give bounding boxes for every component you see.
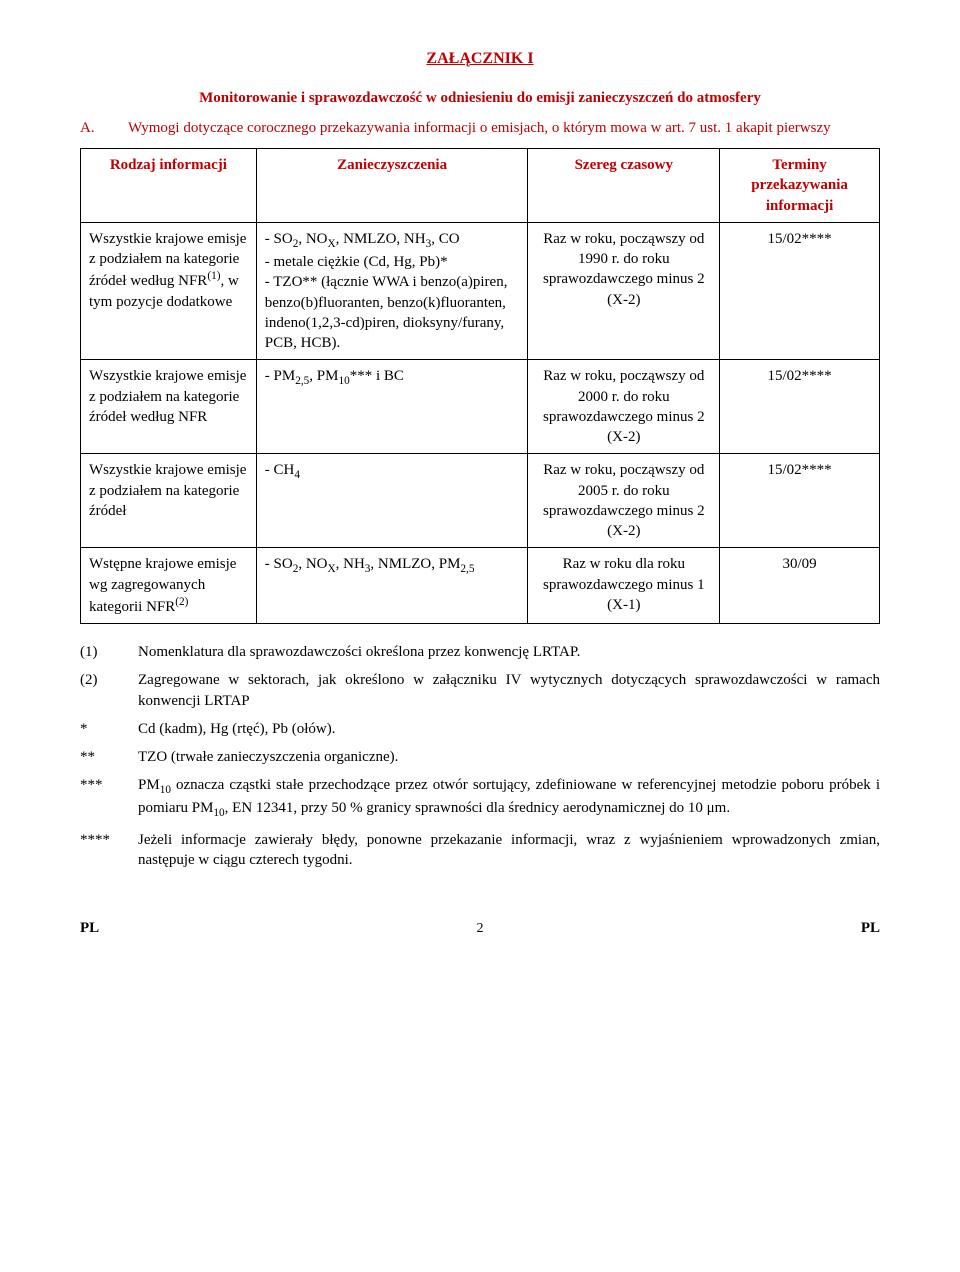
footnote-key: **** <box>80 830 138 871</box>
footer-right: PL <box>861 918 880 938</box>
footnote-key: (1) <box>80 642 138 662</box>
table-row: Wszystkie krajowe emisje z podziałem na … <box>81 454 880 548</box>
footnote-body: Zagregowane w sektorach, jak określono w… <box>138 670 880 711</box>
table-cell: Wszystkie krajowe emisje z podziałem na … <box>81 360 257 454</box>
table-cell: 30/09 <box>720 548 880 624</box>
table-cell: Raz w roku, począwszy od 1990 r. do roku… <box>528 222 720 359</box>
table-cell: Wstępne krajowe emisje wg zagregowanych … <box>81 548 257 624</box>
document-subtitle: Monitorowanie i sprawozdawczość w odnies… <box>120 88 840 108</box>
table-cell: 15/02**** <box>720 222 880 359</box>
table-header: Terminy przekazywania informacji <box>720 149 880 223</box>
table-cell: Raz w roku, począwszy od 2000 r. do roku… <box>528 360 720 454</box>
table-cell: - PM2,5, PM10*** i BC <box>256 360 528 454</box>
table-cell: 15/02**** <box>720 360 880 454</box>
table-cell: 15/02**** <box>720 454 880 548</box>
footnote: **** Jeżeli informacje zawierały błędy, … <box>80 830 880 871</box>
section-text: Wymogi dotyczące corocznego przekazywani… <box>128 118 880 138</box>
section-heading: A. Wymogi dotyczące corocznego przekazyw… <box>80 118 880 138</box>
footnote: ** TZO (trwałe zanieczyszczenia organicz… <box>80 747 880 767</box>
footnote-key: ** <box>80 747 138 767</box>
page-number: 2 <box>477 920 484 939</box>
footnote-body: Nomenklatura dla sprawozdawczości określ… <box>138 642 880 662</box>
table-header: Szereg czasowy <box>528 149 720 223</box>
footnote-key: *** <box>80 775 138 821</box>
footnote: (2) Zagregowane w sektorach, jak określo… <box>80 670 880 711</box>
footnote-key: (2) <box>80 670 138 711</box>
table-cell: - CH4 <box>256 454 528 548</box>
table-cell: Raz w roku dla roku sprawozdawczego minu… <box>528 548 720 624</box>
table-cell: Wszystkie krajowe emisje z podziałem na … <box>81 454 257 548</box>
table-row: Wszystkie krajowe emisje z podziałem na … <box>81 360 880 454</box>
table-cell: Wszystkie krajowe emisje z podziałem na … <box>81 222 257 359</box>
footer-left: PL <box>80 918 99 938</box>
footnote-body: Cd (kadm), Hg (rtęć), Pb (ołów). <box>138 719 880 739</box>
document-title: ZAŁĄCZNIK I <box>80 48 880 70</box>
footnote-body: PM10 oznacza cząstki stałe przechodzące … <box>138 775 880 821</box>
table-cell: Raz w roku, począwszy od 2005 r. do roku… <box>528 454 720 548</box>
footnote-body: TZO (trwałe zanieczyszczenia organiczne)… <box>138 747 880 767</box>
table-cell: - SO2, NOX, NMLZO, NH3, CO- metale ciężk… <box>256 222 528 359</box>
table-header: Zanieczyszczenia <box>256 149 528 223</box>
table-header: Rodzaj informacji <box>81 149 257 223</box>
footnote-key: * <box>80 719 138 739</box>
footnote: (1) Nomenklatura dla sprawozdawczości ok… <box>80 642 880 662</box>
footnotes: (1) Nomenklatura dla sprawozdawczości ok… <box>80 642 880 870</box>
footnote: *** PM10 oznacza cząstki stałe przechodz… <box>80 775 880 821</box>
table-header-row: Rodzaj informacji Zanieczyszczenia Szere… <box>81 149 880 223</box>
footnote: * Cd (kadm), Hg (rtęć), Pb (ołów). <box>80 719 880 739</box>
emissions-table: Rodzaj informacji Zanieczyszczenia Szere… <box>80 148 880 624</box>
page-footer: PL 2 PL <box>80 918 880 938</box>
footnote-body: Jeżeli informacje zawierały błędy, ponow… <box>138 830 880 871</box>
table-cell: - SO2, NOX, NH3, NMLZO, PM2,5 <box>256 548 528 624</box>
table-row: Wstępne krajowe emisje wg zagregowanych … <box>81 548 880 624</box>
table-row: Wszystkie krajowe emisje z podziałem na … <box>81 222 880 359</box>
section-letter: A. <box>80 118 128 138</box>
